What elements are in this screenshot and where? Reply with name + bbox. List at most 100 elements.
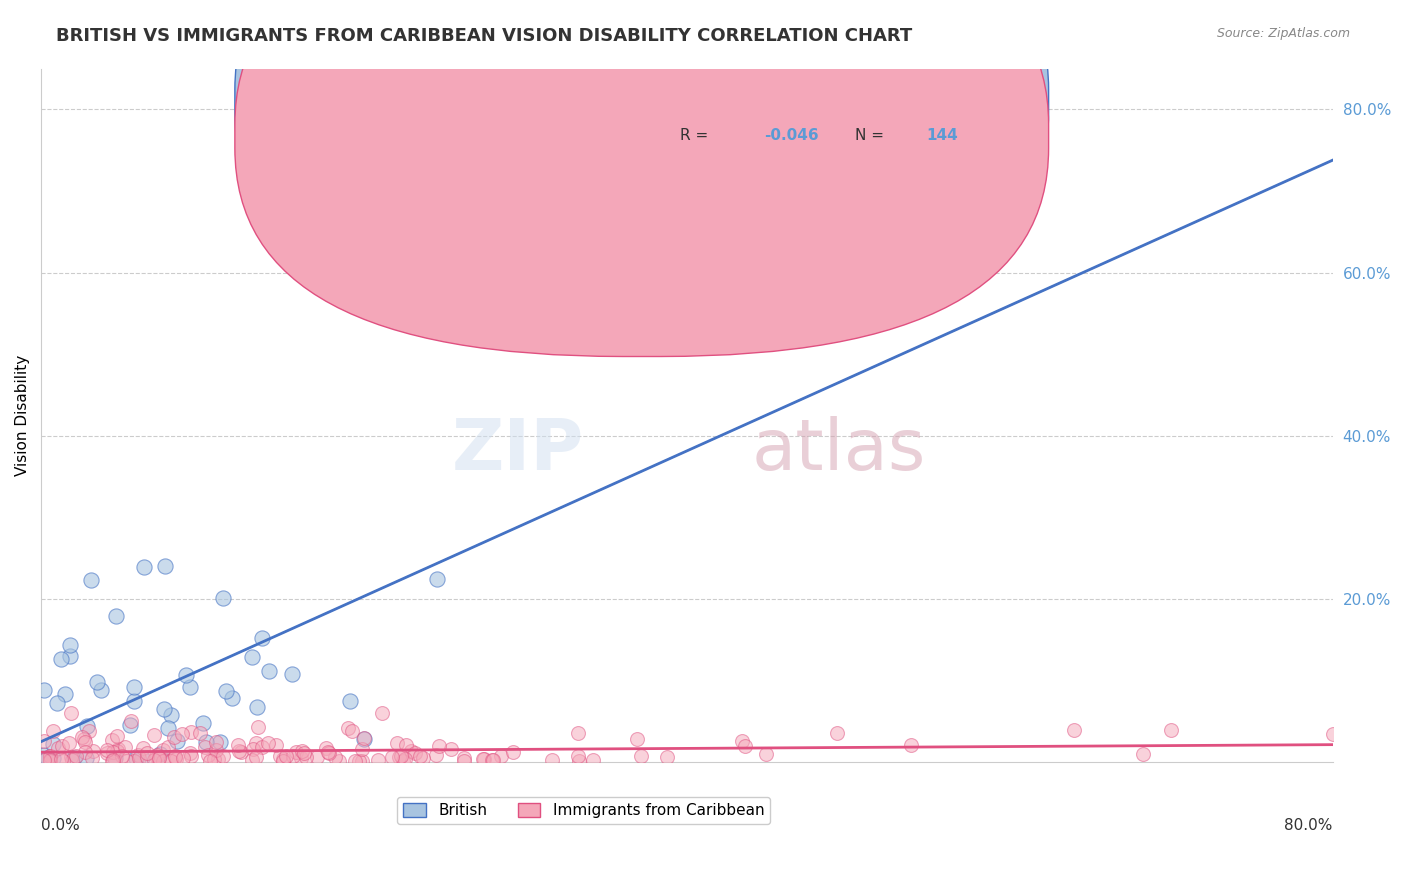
Point: [472, 752, 495, 766]
Point: [276, 748, 298, 763]
Point: [440, 742, 463, 756]
Point: [34, 682, 56, 697]
Point: [290, 750, 312, 764]
Point: [240, 753, 263, 767]
Y-axis label: Vision Disability: Vision Disability: [15, 355, 30, 476]
Point: [73, 732, 96, 747]
Point: [242, 649, 264, 664]
Point: [353, 732, 375, 747]
Point: [60, 750, 83, 764]
FancyBboxPatch shape: [235, 0, 1049, 357]
Point: [127, 747, 149, 762]
Point: [427, 739, 450, 754]
Point: [39, 749, 62, 764]
Point: [191, 716, 214, 731]
Point: [136, 746, 159, 760]
Point: [105, 609, 128, 624]
Point: [568, 754, 591, 768]
Point: [194, 740, 217, 755]
Point: [157, 721, 180, 735]
Point: [1132, 747, 1154, 761]
Point: [404, 746, 426, 760]
Point: [215, 683, 238, 698]
Point: [82, 744, 104, 758]
Point: [247, 720, 270, 734]
Point: [734, 739, 756, 754]
Point: [143, 728, 166, 742]
Point: [426, 572, 449, 586]
Point: [51, 739, 73, 753]
Point: [114, 740, 136, 755]
Point: [132, 559, 155, 574]
Text: BRITISH VS IMMIGRANTS FROM CARIBBEAN VISION DISABILITY CORRELATION CHART: BRITISH VS IMMIGRANTS FROM CARIBBEAN VIS…: [56, 27, 912, 45]
Point: [62, 753, 84, 767]
Point: [246, 700, 269, 714]
Point: [271, 752, 294, 766]
Point: [352, 754, 374, 768]
Point: [281, 667, 304, 681]
Point: [170, 727, 193, 741]
Point: [655, 749, 678, 764]
Point: [547, 209, 569, 223]
Point: [228, 739, 250, 753]
Point: [148, 751, 170, 765]
Point: [412, 751, 434, 765]
Point: [73, 746, 96, 760]
Point: [157, 739, 180, 754]
Point: [103, 745, 125, 759]
Point: [409, 748, 432, 763]
Point: [198, 754, 221, 768]
Text: 0.0%: 0.0%: [41, 818, 80, 833]
Point: [111, 748, 134, 763]
Point: [367, 753, 389, 767]
Point: [755, 747, 778, 761]
Point: [425, 747, 447, 762]
Point: [80, 751, 103, 765]
Point: [75, 751, 97, 765]
Point: [131, 751, 153, 765]
Point: [731, 733, 754, 747]
Point: [122, 693, 145, 707]
Point: [59, 638, 82, 652]
Point: [104, 751, 127, 765]
Point: [316, 745, 339, 759]
Point: [53, 686, 76, 700]
Text: 0.414: 0.414: [778, 94, 825, 109]
Text: R =: R =: [681, 128, 709, 144]
Point: [160, 754, 183, 768]
Point: [399, 744, 422, 758]
FancyBboxPatch shape: [596, 76, 1010, 166]
Point: [626, 732, 648, 747]
Point: [34, 754, 56, 768]
Point: [174, 668, 197, 682]
Point: [391, 754, 413, 768]
Point: [242, 742, 264, 756]
Point: [340, 724, 363, 739]
Point: [60, 706, 83, 721]
Point: [103, 753, 125, 767]
Point: [72, 731, 94, 745]
Text: ZIP: ZIP: [451, 416, 583, 484]
Point: [453, 750, 475, 764]
Point: [120, 717, 142, 731]
Point: [387, 736, 409, 750]
Point: [149, 747, 172, 761]
Point: [122, 754, 145, 768]
Text: 144: 144: [927, 128, 957, 144]
Point: [387, 749, 409, 764]
Point: [63, 751, 86, 765]
Point: [152, 754, 174, 768]
Point: [152, 702, 174, 716]
Point: [228, 743, 250, 757]
Point: [567, 725, 589, 739]
Text: N =: N =: [855, 128, 884, 144]
Point: [58, 736, 80, 750]
Point: [337, 721, 360, 735]
Point: [65, 749, 87, 764]
Point: [34, 734, 56, 748]
Point: [453, 754, 475, 768]
Point: [567, 749, 589, 764]
Point: [42, 737, 65, 751]
Point: [211, 749, 233, 764]
Point: [630, 749, 652, 764]
